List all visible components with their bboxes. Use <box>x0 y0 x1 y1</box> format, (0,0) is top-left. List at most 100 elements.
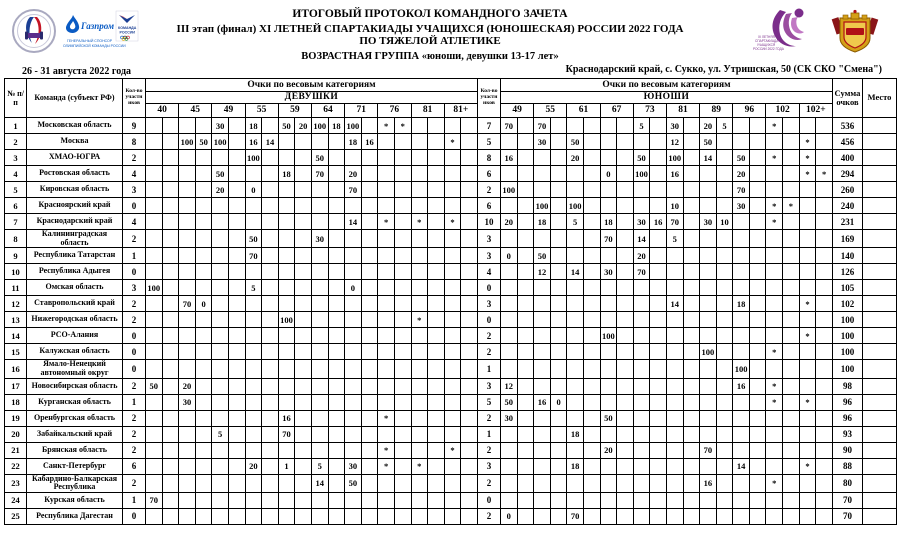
boys-points-cell <box>516 263 535 281</box>
boys-points-cell <box>533 228 551 249</box>
row-number-cell: 8 <box>4 228 27 249</box>
boys-points-cell: 12 <box>499 377 518 395</box>
boys-points-cell <box>599 133 618 150</box>
girls-points-cell <box>443 327 462 345</box>
boys-points-cell <box>765 247 784 265</box>
girls-points-cell <box>377 181 395 198</box>
boys-points-cell <box>798 359 817 379</box>
girls-points-cell <box>227 181 246 198</box>
girls-points-cell: 70 <box>244 247 263 265</box>
girls-points-cell: 5 <box>244 279 263 297</box>
boys-points-cell: 100 <box>732 359 750 379</box>
girls-points-cell <box>161 425 180 443</box>
boys-points-cell <box>682 149 701 166</box>
table-row: 25 Республика Дагестан 0 2 0 70 70 <box>4 507 897 525</box>
boys-points-cell <box>599 295 618 313</box>
boys-points-cell <box>665 457 684 475</box>
boys-points-cell <box>499 441 518 459</box>
boys-points-cell <box>682 117 701 134</box>
girls-points-cell <box>427 441 445 459</box>
girls-points-cell <box>344 507 362 525</box>
boys-points-cell <box>599 149 618 166</box>
boys-points-cell <box>665 263 684 281</box>
boys-points-cell <box>715 181 734 198</box>
girls-count-cell: 2 <box>122 377 146 395</box>
girls-points-cell <box>360 457 379 475</box>
boys-points-cell <box>582 228 601 249</box>
girls-points-cell <box>360 165 379 182</box>
boys-points-cell: 18 <box>732 295 750 313</box>
boys-points-cell <box>566 295 584 313</box>
boys-points-cell <box>649 425 667 443</box>
boys-points-cell: 5 <box>566 213 584 230</box>
girls-points-cell <box>327 181 346 198</box>
girls-points-cell <box>277 393 296 411</box>
boys-points-cell: 0 <box>499 507 518 525</box>
boys-points-cell <box>582 507 601 525</box>
boys-points-cell <box>815 311 833 329</box>
boys-points-cell <box>748 263 767 281</box>
girls-count-cell: 2 <box>122 149 146 166</box>
team-name-cell: Ямало-Ненецкий автономный округ <box>26 359 123 379</box>
girls-points-cell <box>393 491 412 509</box>
boys-points-cell: 70 <box>699 441 717 459</box>
girls-points-cell <box>294 197 312 214</box>
girls-points-cell <box>145 295 163 313</box>
boys-points-cell: 70 <box>632 263 651 281</box>
boys-points-cell <box>715 457 734 475</box>
girls-points-cell <box>227 377 246 395</box>
boys-points-cell: 0 <box>499 247 518 265</box>
girls-points-cell <box>393 327 412 345</box>
girls-points-cell <box>410 491 429 509</box>
boys-points-cell <box>815 295 833 313</box>
boys-points-cell <box>732 343 750 361</box>
col-header-sum: Сумма очков <box>831 78 863 118</box>
boys-count-cell: 8 <box>476 149 501 166</box>
boys-points-cell <box>665 507 684 525</box>
girls-points-cell <box>443 149 462 166</box>
girls-points-cell <box>145 311 163 329</box>
girls-points-cell <box>410 327 429 345</box>
girls-points-cell <box>443 457 462 475</box>
girls-points-cell <box>178 457 196 475</box>
boys-points-cell <box>748 165 767 182</box>
boys-points-cell <box>665 473 684 493</box>
girls-points-cell <box>277 295 296 313</box>
boys-points-cell <box>665 327 684 345</box>
girls-points-cell <box>211 213 229 230</box>
girls-points-cell <box>310 491 329 509</box>
girls-points-cell: 1 <box>277 457 296 475</box>
boys-points-cell <box>748 409 767 427</box>
girls-points-cell <box>178 181 196 198</box>
girls-points-cell <box>244 213 263 230</box>
girls-points-cell: 20 <box>294 117 312 134</box>
boys-points-cell <box>682 491 701 509</box>
girls-points-cell <box>277 228 296 249</box>
boys-weight-category: 73 <box>632 103 667 118</box>
girls-points-cell <box>377 377 395 395</box>
boys-points-cell: 18 <box>566 425 584 443</box>
girls-count-cell: 1 <box>122 247 146 265</box>
boys-points-cell <box>616 213 634 230</box>
boys-points-cell: 16 <box>732 377 750 395</box>
boys-points-cell <box>732 279 750 297</box>
girls-points-cell <box>161 213 180 230</box>
girls-points-cell <box>393 441 412 459</box>
boys-points-cell <box>665 441 684 459</box>
girls-points-cell <box>327 197 346 214</box>
girls-points-cell <box>460 441 478 459</box>
boys-points-cell: * <box>765 343 784 361</box>
girls-points-cell <box>211 409 229 427</box>
boys-points-cell <box>798 213 817 230</box>
team-name-cell: Московская область <box>26 117 123 134</box>
boys-points-cell <box>815 213 833 230</box>
boys-points-cell: 16 <box>533 393 551 411</box>
boys-points-cell <box>815 473 833 493</box>
boys-points-cell <box>699 507 717 525</box>
boys-points-cell: 30 <box>665 117 684 134</box>
girls-points-cell <box>261 425 279 443</box>
girls-points-cell <box>460 327 478 345</box>
col-header-boys-points: Очки по весовым категориям <box>499 78 833 92</box>
boys-points-cell <box>549 228 568 249</box>
boys-points-cell: 16 <box>649 213 667 230</box>
